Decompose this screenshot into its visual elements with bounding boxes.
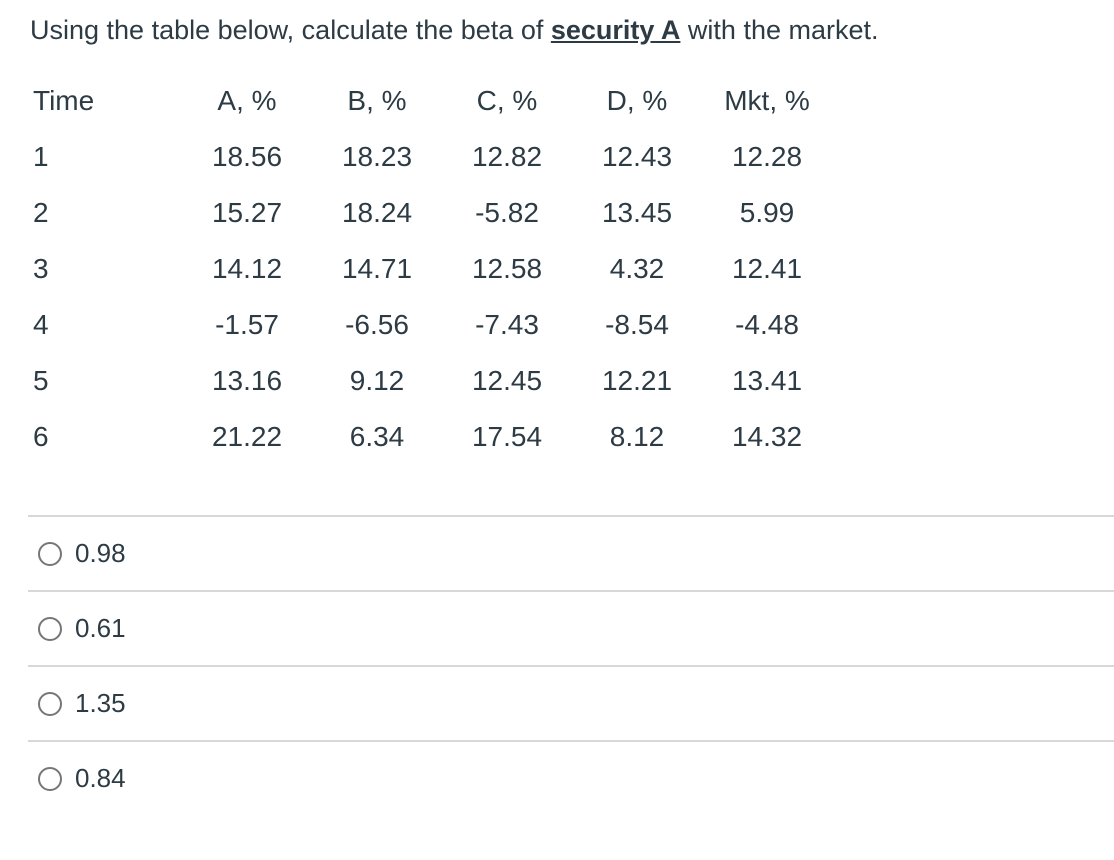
return-cell: -7.43 bbox=[475, 309, 539, 340]
return-cell: 12.28 bbox=[731, 141, 803, 172]
column-header-time: Time bbox=[33, 85, 95, 116]
answer-option-label: 0.98 bbox=[75, 538, 126, 568]
time-cell: 2 bbox=[33, 197, 49, 228]
return-cell: -1.57 bbox=[215, 309, 279, 340]
return-cell: -6.56 bbox=[345, 309, 409, 340]
return-cell: 4.32 bbox=[609, 253, 665, 284]
return-cell: 12.41 bbox=[731, 253, 803, 284]
answer-option-0.98[interactable]: 0.98 bbox=[28, 515, 1114, 590]
radio-button-icon[interactable] bbox=[38, 691, 62, 716]
radio-button-icon[interactable] bbox=[38, 616, 62, 641]
answer-option-label: 0.61 bbox=[75, 613, 126, 643]
return-cell: 21.22 bbox=[211, 421, 283, 452]
answer-option-label: 0.84 bbox=[75, 763, 126, 793]
table-row: 4 -1.57 -6.56 -7.43 -8.54 -4.48 bbox=[30, 297, 832, 353]
time-cell: 3 bbox=[33, 253, 49, 284]
table-row: 1 18.56 18.23 12.82 12.43 12.28 bbox=[30, 129, 832, 185]
column-header-a: A, % bbox=[217, 85, 277, 116]
question-text-before: Using the table below, calculate the bet… bbox=[30, 15, 551, 45]
time-cell: 4 bbox=[33, 309, 49, 340]
return-cell: 9.12 bbox=[349, 365, 405, 396]
return-cell: 13.45 bbox=[601, 197, 673, 228]
answer-option-0.61[interactable]: 0.61 bbox=[28, 590, 1114, 665]
return-cell: 18.23 bbox=[341, 141, 413, 172]
return-cell: 12.82 bbox=[471, 141, 543, 172]
time-cell: 6 bbox=[33, 421, 49, 452]
return-cell: 15.27 bbox=[211, 197, 283, 228]
return-cell: 14.32 bbox=[731, 421, 803, 452]
radio-button-icon[interactable] bbox=[38, 766, 62, 791]
question-text: Using the table below, calculate the bet… bbox=[30, 14, 1084, 47]
answer-option-label: 1.35 bbox=[75, 688, 126, 718]
return-cell: 8.12 bbox=[609, 421, 665, 452]
answer-options: 0.98 0.61 1.35 0.84 bbox=[28, 515, 1114, 815]
return-cell: 14.12 bbox=[211, 253, 283, 284]
question-emphasis: security A bbox=[550, 15, 681, 45]
return-cell: 18.56 bbox=[211, 141, 283, 172]
table-row: 6 21.22 6.34 17.54 8.12 14.32 bbox=[30, 409, 832, 465]
radio-button-icon[interactable] bbox=[38, 541, 62, 566]
question-text-after: with the market. bbox=[680, 15, 879, 45]
table-row: 2 15.27 18.24 -5.82 13.45 5.99 bbox=[30, 185, 832, 241]
time-cell: 1 bbox=[33, 141, 49, 172]
return-cell: 13.16 bbox=[211, 365, 283, 396]
table-row: 3 14.12 14.71 12.58 4.32 12.41 bbox=[30, 241, 832, 297]
return-cell: 12.58 bbox=[471, 253, 543, 284]
table-row: 5 13.16 9.12 12.45 12.21 13.41 bbox=[30, 353, 832, 409]
answer-option-0.84[interactable]: 0.84 bbox=[28, 740, 1114, 815]
return-cell: 17.54 bbox=[471, 421, 543, 452]
quiz-question: Using the table below, calculate the bet… bbox=[30, 14, 1084, 465]
return-cell: 13.41 bbox=[731, 365, 803, 396]
return-cell: -5.82 bbox=[475, 197, 539, 228]
returns-table-header-row: Time A, % B, % C, % D, % Mkt, % bbox=[30, 73, 832, 129]
return-cell: 12.45 bbox=[471, 365, 543, 396]
answer-option-1.35[interactable]: 1.35 bbox=[28, 665, 1114, 740]
return-cell: -8.54 bbox=[605, 309, 669, 340]
return-cell: 14.71 bbox=[341, 253, 413, 284]
column-header-b: B, % bbox=[347, 85, 407, 116]
return-cell: 12.43 bbox=[601, 141, 673, 172]
return-cell: -4.48 bbox=[735, 309, 799, 340]
returns-table: Time A, % B, % C, % D, % Mkt, % 1 18.56 18.23 12… bbox=[30, 73, 832, 465]
return-cell: 18.24 bbox=[341, 197, 413, 228]
time-cell: 5 bbox=[33, 365, 49, 396]
returns-table-body: 1 18.56 18.23 12.82 12.43 12.28 2 15.27 18.24 -5.… bbox=[30, 129, 832, 465]
return-cell: 6.34 bbox=[349, 421, 405, 452]
column-header-d: D, % bbox=[606, 85, 668, 116]
return-cell: 5.99 bbox=[739, 197, 795, 228]
column-header-c: C, % bbox=[476, 85, 538, 116]
column-header-mkt: Mkt, % bbox=[724, 85, 810, 116]
return-cell: 12.21 bbox=[601, 365, 673, 396]
